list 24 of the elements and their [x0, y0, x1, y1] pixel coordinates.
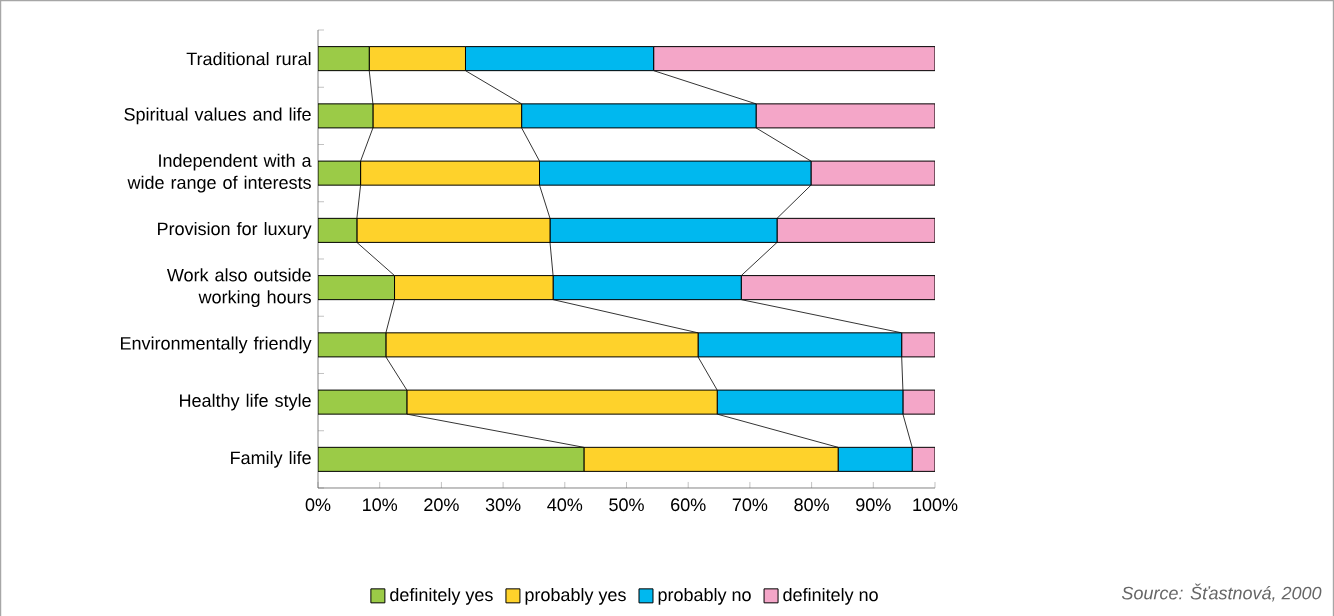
legend-label: probably yes	[525, 587, 626, 605]
legend-label: definitely no	[783, 587, 878, 605]
x-tick-label: 90%	[856, 498, 891, 512]
source-note: Source: Šťastnová, 2000	[1121, 583, 1322, 602]
y-tick-label: Healthy life style	[180, 393, 311, 411]
x-tick-label: 70%	[732, 498, 768, 512]
x-tick-label: 0%	[305, 498, 331, 512]
y-tick-label: Work also outside working hours	[166, 268, 311, 308]
x-tick-label: 60%	[671, 498, 706, 512]
legend-label: definitely yes	[390, 587, 493, 605]
y-tick-label: Family life	[231, 450, 311, 468]
x-tick-label: 20%	[424, 498, 459, 512]
x-tick-label: 80%	[794, 498, 829, 512]
y-tick-label: Environmentally friendly	[121, 336, 312, 354]
x-tick-label: 100%	[913, 498, 958, 512]
x-tick-label: 50%	[609, 498, 644, 512]
x-tick-label: 10%	[363, 498, 398, 512]
legend-label: probably no	[658, 587, 751, 605]
x-tick-label: 30%	[485, 498, 521, 512]
y-tick-label: Independent with a wide range of interests	[127, 153, 312, 193]
x-tick-label: 40%	[547, 498, 583, 512]
y-tick-label: Traditional rural	[186, 52, 311, 66]
y-tick-label: Provision for luxury	[158, 221, 312, 239]
y-tick-label: Spiritual values and life	[124, 107, 311, 125]
